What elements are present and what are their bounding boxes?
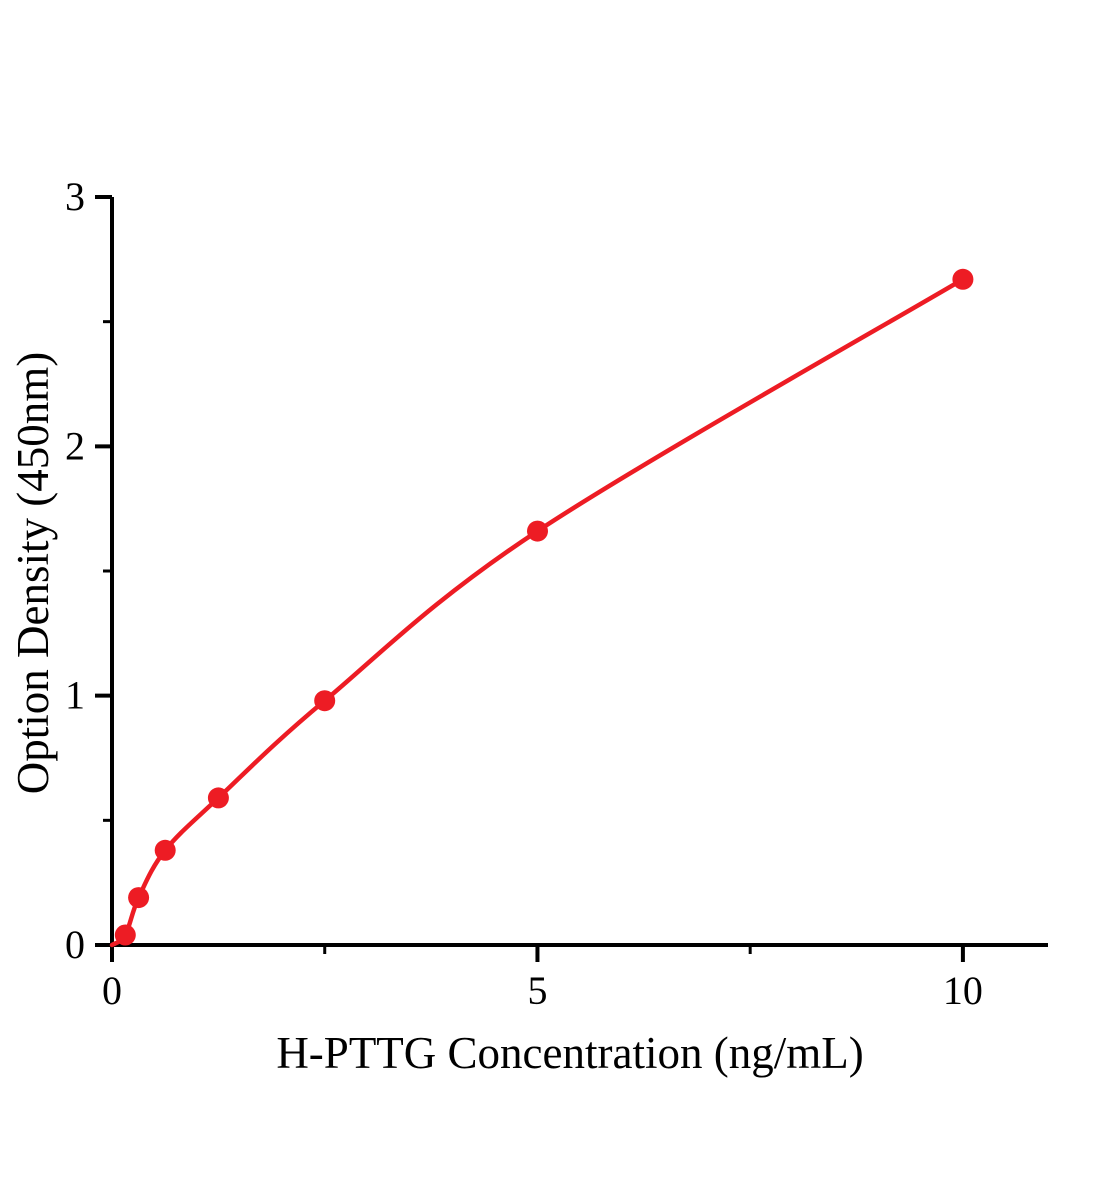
axes-group: 0 5 10 0 1 2 3 [65,174,1048,1013]
y-axis-title: Option Density (450nm) [8,352,58,794]
y-tick-label: 2 [65,423,85,468]
points-group [114,268,974,946]
curve-group [109,277,966,948]
x-tick-label: 10 [943,968,983,1013]
x-axis-title: H-PTTG Concentration (ng/mL) [276,1028,863,1078]
data-point [128,887,150,909]
y-tick-label: 3 [65,174,85,219]
data-point [114,924,136,946]
y-tick-label: 1 [65,673,85,718]
fit-curve [109,277,966,948]
x-tick-label: 5 [527,968,547,1013]
data-point [154,839,176,861]
y-tick-label: 0 [65,922,85,967]
data-point [952,268,974,290]
data-point [527,520,548,542]
x-tick-label: 0 [102,968,122,1013]
data-point [314,690,336,712]
data-point [207,787,229,809]
